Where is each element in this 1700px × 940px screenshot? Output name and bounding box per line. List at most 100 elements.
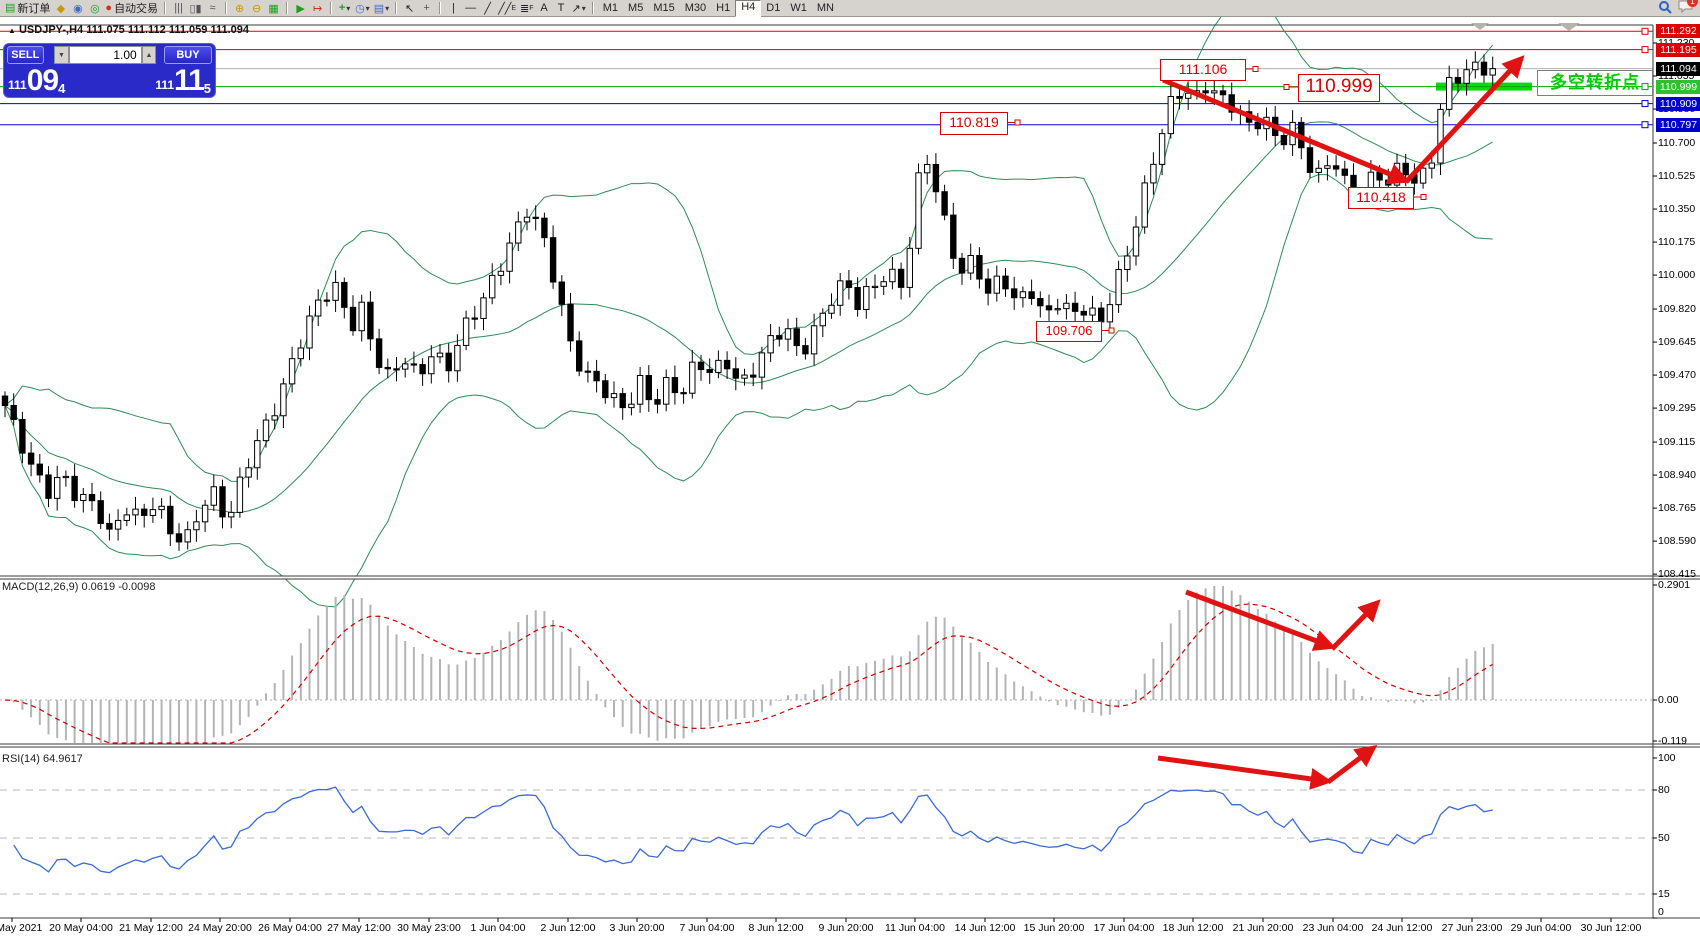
price-tick-109.470: 109.470 [1658,369,1696,382]
price-tick-110.350: 110.350 [1658,203,1696,216]
rsi-scale-80: 80 [1658,784,1670,796]
line-chart-icon[interactable]: ≈ [209,2,216,14]
price-chip-110.909: 110.909 [1656,96,1700,111]
new-order-label: 新订单 [17,3,51,15]
time-label: 26 May 04:00 [258,922,322,934]
candles [1,51,1496,551]
price-tag-110.819[interactable]: 110.819 [940,112,1008,135]
time-label: 27 Jun 23:00 [1441,922,1503,934]
search-icon[interactable] [1658,0,1672,17]
time-label: 18 May 2021 [0,922,43,934]
time-label: 24 Jun 12:00 [1371,922,1433,934]
chart-title: ▲ USDJPY-,H4 111.075 111.112 111.059 111… [8,24,249,36]
volume-up-button[interactable]: ▲ [141,46,157,64]
time-label: 24 May 20:00 [188,922,252,934]
volume-down-button[interactable]: ▼ [54,46,69,64]
tf-h1-button[interactable]: H1 [716,1,731,14]
horizontal-level-lines[interactable] [0,27,1653,129]
toolbar-separator [395,2,398,14]
macd-plot [0,585,1653,744]
profile-icon[interactable]: ◉ [73,2,83,15]
new-order-button[interactable]: ▤ 新订单 [3,1,52,16]
chart-shift-icon[interactable]: ↦ [312,2,323,15]
toolbar-separator [164,2,167,14]
fibonacci-icon[interactable]: ≣ F [520,2,534,15]
time-label: 8 Jun 12:00 [748,922,804,934]
sell-price[interactable]: 111 09 4 [8,64,66,97]
price-tick-108.940: 108.940 [1658,469,1696,482]
eraser-icon[interactable]: ◆ [56,2,66,15]
toolbar-separator [286,2,289,14]
toolbar-separator [225,2,228,14]
price-chip-111.292: 111.292 [1656,24,1700,39]
buy-price[interactable]: 111 11 5 [155,64,211,97]
time-label: 30 Jun 12:00 [1580,922,1642,934]
arrows-tool-icon[interactable]: ↗ ▾ [571,2,586,15]
time-label: 3 Jun 20:00 [609,922,665,934]
autotrade-label: 自动交易 [114,3,159,15]
tf-m5-button[interactable]: M5 [628,1,644,14]
crosshair-icon[interactable]: + [423,2,430,14]
tf-w1-button[interactable]: W1 [790,1,807,14]
price-tick-109.115: 109.115 [1658,436,1696,449]
time-label: 21 May 12:00 [119,922,183,934]
tf-m30-button[interactable]: M30 [684,1,707,14]
periods-button[interactable]: ◷ ▾ [355,2,370,15]
notifications-icon[interactable]: 1 [1678,0,1698,16]
new-order-icon: ▤ [5,1,16,14]
text-icon[interactable]: A [540,2,548,14]
price-tick-110.525: 110.525 [1658,170,1696,183]
price-tag-110.999[interactable]: 110.999 [1298,74,1380,102]
time-label: 27 May 12:00 [327,922,391,934]
toolbar-separator [439,2,442,14]
buy-button[interactable]: BUY [163,46,213,64]
price-tag-109.706[interactable]: 109.706 [1036,321,1102,342]
sell-button[interactable]: SELL [7,46,44,64]
text-label-icon[interactable]: T [557,2,565,14]
toolbar: ▤ 新订单 ◆ ◉ ◎ ● 自动交易 ||| ▯▮ ≈ ⊕ ⊖ ▦ ▶ ↦ + ▾… [0,0,1700,17]
price-chip-111.094: 111.094 [1656,61,1700,76]
autotrade-button[interactable]: ● 自动交易 [103,1,160,16]
volume-input[interactable] [68,46,142,64]
tf-mn-button[interactable]: MN [816,1,834,14]
vertical-line-icon[interactable]: | [452,2,456,14]
bar-chart-icon[interactable]: ||| [174,2,183,14]
templates-button[interactable]: ▤ ▾ [373,2,390,15]
macd-scale-min: -0.119 [1658,735,1687,747]
rsi-scale-50: 50 [1658,832,1670,844]
tf-m1-button[interactable]: M1 [602,1,619,14]
candle-chart-icon[interactable]: ▯▮ [189,2,202,15]
price-tick-109.645: 109.645 [1658,336,1696,349]
auto-scroll-icon[interactable]: ▶ [296,2,305,15]
rsi-scale-0: 0 [1658,906,1664,918]
time-label: 23 Jun 04:00 [1302,922,1364,934]
price-tag-110.418[interactable]: 110.418 [1348,187,1414,209]
turning-point-label[interactable]: 多空转折点 [1537,70,1653,96]
equidistant-channel-icon[interactable]: ╱╱ E [498,2,517,15]
price-tag-111.106[interactable]: 111.106 [1160,59,1246,81]
cursor-icon[interactable]: ↖ [405,2,415,15]
price-tick-108.415: 108.415 [1658,568,1696,581]
tf-h4-button[interactable]: H4 [735,0,762,17]
trendline-icon[interactable]: ╱ [484,2,491,15]
tf-d1-button[interactable]: D1 [766,1,781,14]
trend-arrows[interactable] [1157,55,1525,790]
time-label: 9 Jun 20:00 [818,922,874,934]
news-icon[interactable]: ◎ [90,2,100,15]
macd-scale-zero: 0.00 [1658,694,1679,706]
price-tick-108.765: 108.765 [1658,502,1696,515]
tile-windows-icon[interactable]: ▦ [268,2,279,15]
price-tick-110.700: 110.700 [1658,137,1696,149]
rsi-label: RSI(14) 64.9617 [2,753,83,765]
price-tick-108.590: 108.590 [1658,535,1696,548]
zoom-out-icon[interactable]: ⊖ [251,2,262,15]
zoom-in-icon[interactable]: ⊕ [234,2,245,15]
indicators-button[interactable]: + ▾ [338,2,351,14]
horizontal-line-icon[interactable]: — [465,2,477,14]
toolbar-separator [330,2,333,14]
time-label: 11 Jun 04:00 [885,922,945,934]
tf-m15-button[interactable]: M15 [653,1,675,14]
